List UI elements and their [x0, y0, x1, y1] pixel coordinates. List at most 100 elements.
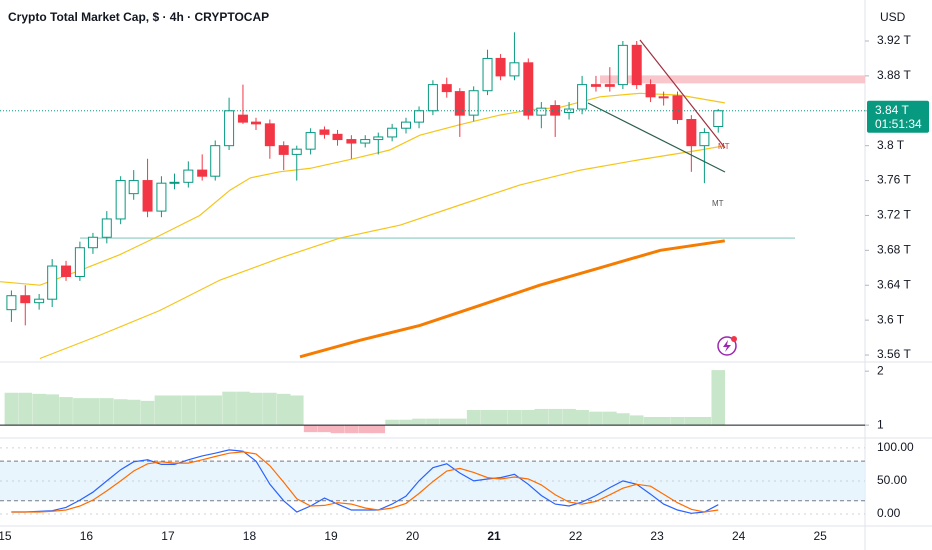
currency: USD	[880, 10, 906, 24]
histogram-bar	[684, 417, 699, 426]
histogram-bar	[629, 415, 644, 426]
histogram-bar	[589, 411, 603, 426]
candle-body	[210, 145, 221, 177]
candle-body	[142, 180, 153, 212]
candle-body	[224, 110, 235, 147]
trend-line	[639, 39, 726, 149]
annotation: MT	[718, 142, 730, 151]
histogram-bar	[330, 425, 345, 434]
candle-body	[61, 265, 72, 278]
histogram-bar	[643, 417, 658, 426]
candle-body	[20, 295, 31, 304]
candle-body	[387, 127, 398, 138]
candle-body	[278, 145, 289, 155]
alert-bolt	[723, 340, 731, 352]
histogram-bar	[236, 391, 250, 426]
histogram-bar	[412, 418, 426, 426]
candle-body	[523, 62, 534, 116]
histogram-bar	[656, 417, 671, 426]
countdown: 01:51:34	[875, 117, 922, 131]
candle-body	[645, 84, 656, 98]
y-tick-label: 3.56 T	[877, 347, 911, 361]
candle-body	[250, 121, 261, 125]
y-tick-label: 3.92 T	[877, 33, 911, 47]
histogram-bar	[562, 408, 576, 426]
histogram-bar	[195, 395, 209, 426]
x-tick-label: 24	[732, 529, 746, 543]
x-tick-label: 16	[80, 529, 94, 543]
candle-body	[373, 136, 384, 141]
histogram-bar	[126, 399, 141, 426]
candle-body	[414, 110, 425, 123]
candle-body	[47, 265, 58, 300]
candle-body	[34, 298, 45, 304]
histogram-bar	[317, 425, 332, 433]
histogram-bar	[453, 418, 467, 426]
y-tick-label: 3.88 T	[877, 68, 911, 82]
y-tick-label: 3.64 T	[877, 277, 911, 291]
candle-body	[468, 90, 479, 116]
histogram-bar	[697, 417, 712, 426]
last-price-box	[867, 100, 929, 133]
histogram-bar	[493, 410, 508, 426]
histogram-bar	[208, 395, 223, 426]
candle-body	[604, 84, 615, 87]
candle-body	[360, 139, 371, 144]
histogram-bar	[603, 411, 617, 426]
candle-body	[495, 57, 506, 77]
x-tick-label: 20	[406, 529, 420, 543]
x-tick-label: 23	[650, 529, 664, 543]
candle-body	[237, 114, 248, 123]
histogram-bar	[181, 395, 196, 426]
histogram-bar	[4, 392, 19, 426]
candle-body	[305, 132, 316, 150]
candle-body	[169, 181, 180, 184]
candle-body	[427, 84, 438, 112]
candle-body	[332, 133, 343, 141]
histogram-bar	[100, 398, 114, 426]
histogram-bar	[154, 395, 169, 426]
candle-body	[101, 218, 112, 238]
histogram-bar	[371, 425, 386, 434]
histogram-bar	[670, 417, 685, 426]
moving-average	[299, 239, 726, 359]
histogram-bar	[73, 398, 87, 426]
x-tick-label: 21	[487, 529, 501, 543]
alert-dot	[731, 336, 737, 342]
x-tick-label: 19	[324, 529, 338, 543]
moving-average	[39, 145, 725, 360]
alert-icon[interactable]	[717, 336, 737, 356]
histogram-bar	[303, 425, 318, 433]
candle-body	[590, 84, 601, 87]
annotation: MT	[712, 199, 724, 208]
candle-body	[6, 295, 17, 311]
oscillator-line	[11, 451, 719, 513]
level-band	[600, 75, 865, 84]
candle-body	[74, 247, 85, 278]
alert-ring	[717, 336, 737, 356]
candle-body	[564, 108, 575, 114]
histogram-bar	[575, 410, 589, 426]
candle-body	[264, 123, 275, 147]
candle-body	[482, 57, 493, 92]
candle-body	[658, 96, 669, 99]
histogram-bar	[358, 425, 373, 434]
oscillator-line	[11, 449, 719, 514]
candle-body	[291, 148, 302, 155]
histogram-bar	[222, 391, 236, 426]
histogram-bar	[113, 399, 128, 426]
histogram-bar	[534, 408, 549, 426]
x-tick-label: 18	[243, 529, 257, 543]
histogram-bar	[59, 397, 73, 426]
histogram-bar	[140, 400, 155, 426]
candle-body	[454, 91, 465, 116]
histogram-bar	[426, 418, 440, 426]
y-tick-label: 3.72 T	[877, 208, 911, 222]
candle-body	[617, 44, 628, 86]
candle-body	[319, 129, 330, 135]
candle-body	[713, 110, 724, 127]
y-tick-label: 3.76 T	[877, 173, 911, 187]
histogram-bar	[521, 410, 536, 426]
